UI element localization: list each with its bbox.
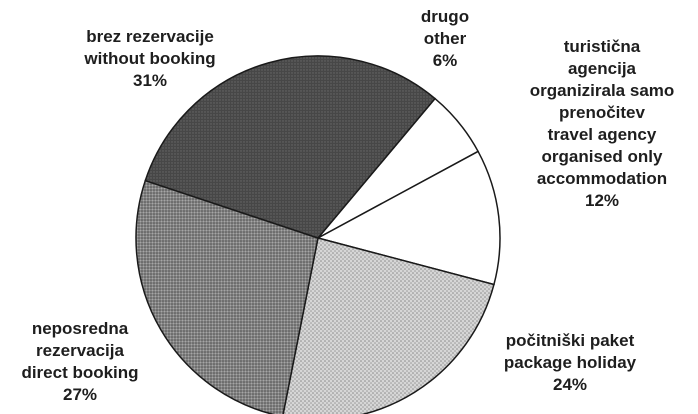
- label-line: brez rezervacije: [86, 27, 214, 46]
- label-brez-rezervacije: brez rezervacije without booking 31%: [60, 26, 240, 92]
- label-line: drugo: [420, 7, 470, 26]
- label-value: 12%: [584, 191, 620, 210]
- label-line: accommodation: [536, 169, 668, 188]
- label-turisticna-agencija: turistična agencija organizirala samo pr…: [512, 36, 692, 212]
- label-line: prenočitev: [559, 103, 645, 122]
- label-line: rezervacija: [36, 341, 124, 360]
- label-neposredna-rezervacija: neposredna rezervacija direct booking 27…: [0, 318, 160, 406]
- slice-neposredna-rezervacija: [135, 179, 319, 414]
- label-line: agencija: [567, 59, 637, 78]
- label-line: direct booking: [21, 363, 139, 382]
- slice-turisticna-agencija: [315, 150, 501, 286]
- slice-brez-rezervacije: [144, 55, 437, 239]
- label-line: turistična: [563, 37, 641, 56]
- label-line: without booking: [84, 49, 216, 68]
- label-line: travel agency: [547, 125, 657, 144]
- label-value: 24%: [552, 375, 588, 394]
- label-line: neposredna: [31, 319, 129, 338]
- label-drugo: drugo other 6%: [410, 6, 480, 72]
- label-value: 31%: [132, 71, 168, 90]
- label-value: 6%: [432, 51, 458, 70]
- label-value: 27%: [62, 385, 98, 404]
- label-line: package holiday: [503, 353, 637, 372]
- slice-pocitniski-paket: [282, 237, 495, 414]
- label-line: počitniški paket: [505, 331, 635, 350]
- label-line: other: [423, 29, 467, 48]
- label-line: organizirala samo: [529, 81, 675, 100]
- label-line: organised only: [541, 147, 663, 166]
- label-pocitniski-paket: počitniški paket package holiday 24%: [470, 330, 670, 396]
